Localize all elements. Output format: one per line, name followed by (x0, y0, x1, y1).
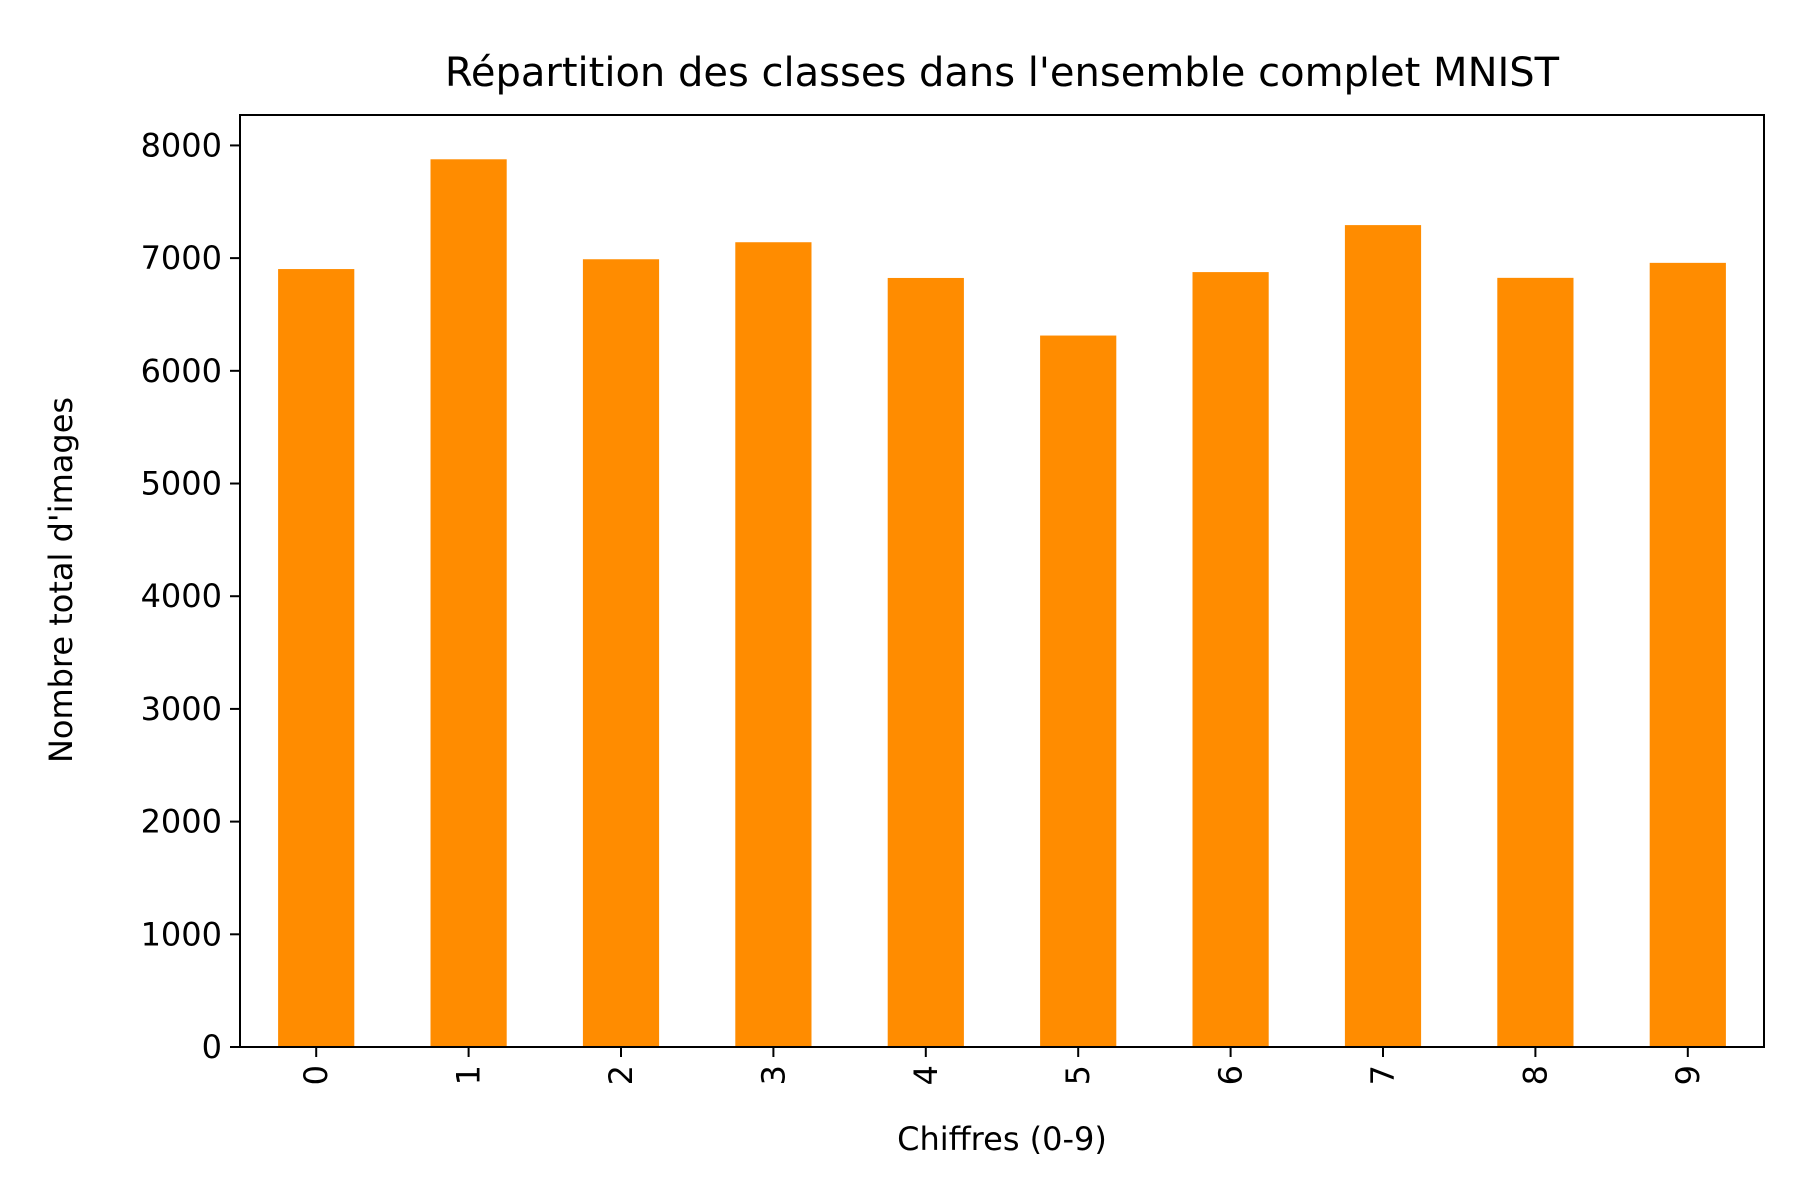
bar-4 (887, 277, 964, 1048)
bar-8 (1497, 277, 1574, 1047)
bar-5 (1040, 335, 1117, 1048)
x-tick-label-2: 2 (602, 1065, 640, 1085)
x-tick-label-7: 7 (1364, 1065, 1402, 1085)
x-tick-label-6: 6 (1212, 1065, 1250, 1085)
bars-group (278, 159, 1726, 1048)
bar-6 (1192, 272, 1269, 1048)
y-tick-label-7000: 7000 (141, 239, 222, 277)
y-axis-label: Nombre total d'images (42, 397, 80, 763)
y-tick-label-5000: 5000 (141, 465, 222, 503)
chart-title: Répartition des classes dans l'ensemble … (445, 50, 1560, 96)
x-tick-label-9: 9 (1669, 1065, 1707, 1085)
y-axis: 0 1000 2000 3000 4000 5000 6000 7000 8000 (141, 126, 240, 1066)
x-tick-label-1: 1 (450, 1065, 488, 1085)
x-tick-label-3: 3 (754, 1065, 792, 1085)
y-tick-label-6000: 6000 (141, 352, 222, 390)
plot-frame (239, 114, 1765, 1048)
bar-9 (1649, 262, 1726, 1047)
y-tick-label-0: 0 (202, 1028, 222, 1066)
bar-0 (278, 269, 355, 1047)
bar-1 (430, 159, 507, 1047)
y-tick-label-2000: 2000 (141, 803, 222, 841)
x-tick-label-8: 8 (1516, 1065, 1554, 1085)
x-axis: 0 1 2 3 4 5 6 7 8 9 (297, 1047, 1707, 1085)
bar-3 (735, 242, 812, 1047)
x-tick-label-0: 0 (297, 1065, 335, 1085)
bar-7 (1344, 225, 1422, 1047)
x-tick-label-5: 5 (1059, 1065, 1097, 1085)
bar-2 (582, 259, 660, 1047)
y-tick-label-8000: 8000 (141, 126, 222, 164)
y-tick-label-1000: 1000 (141, 915, 222, 953)
y-tick-label-4000: 4000 (141, 577, 222, 615)
x-axis-label: Chiffres (0-9) (897, 1120, 1107, 1158)
x-tick-label-4: 4 (907, 1065, 945, 1085)
y-tick-label-3000: 3000 (141, 690, 222, 728)
